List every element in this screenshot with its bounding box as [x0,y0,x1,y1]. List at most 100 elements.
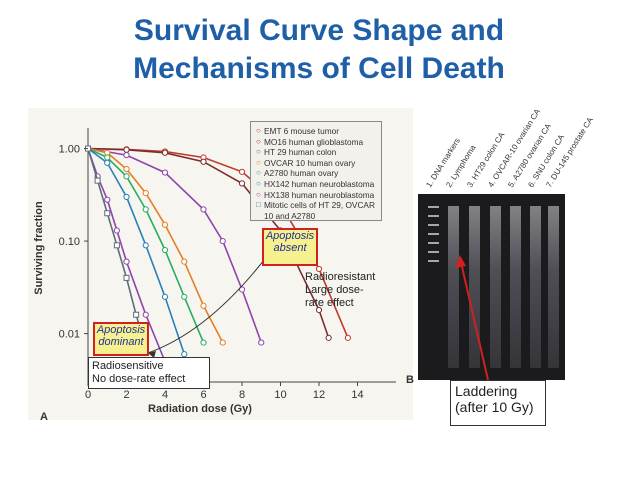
legend-label: HX138 human neuroblastoma [264,189,375,200]
data-point [142,189,149,197]
data-point [123,274,130,281]
annotation-arrow-head-2 [148,351,156,358]
series-4 [84,145,226,346]
data-point [104,154,111,161]
legend-marker: □ [256,200,261,210]
legend-marker: ○ [256,178,261,188]
data-point [200,302,207,309]
series-3 [84,145,265,346]
chart-legend: ○ EMT 6 mouse tumor ○ MO16 human glioblasto… [250,121,382,221]
gel-lane [428,206,439,266]
x-tick-label: 10 [274,389,286,401]
panel-b-label: B [406,374,414,386]
data-point [123,146,130,153]
data-point [123,173,130,180]
data-point [133,311,140,318]
legend-label: EMT 6 mouse tumor [264,126,340,136]
data-point [142,206,149,213]
gel-lane [548,206,559,368]
radioresistant-text: Radioresistant Large dose-rate effect [305,271,376,309]
y-tick-label: 1.00 [59,144,80,156]
title-line-2: Mechanisms of Cell Death [133,52,505,85]
data-point [344,334,351,341]
legend-label: A2780 human ovary [264,168,339,179]
panel-a-label: A [40,411,48,423]
apoptosis-absent-text: Apoptosis absent [265,230,315,254]
gel-lane [469,206,480,368]
data-point [142,311,149,318]
legend-marker: ○ [256,126,261,135]
data-point [258,339,265,346]
y-axis-label: Surviving fraction [33,201,45,295]
data-point [200,339,207,346]
dna-gel-image [418,194,565,380]
x-tick-label: 8 [239,389,245,401]
data-point [238,180,246,187]
page-title: Survival Curve Shape and Mechanisms of C… [0,12,638,88]
data-point [181,351,188,358]
legend-item: ○ EMT 6 mouse tumor [256,126,376,137]
laddering-note: Laddering (after 10 Gy) [450,380,546,426]
legend-item: ○ HT 29 human colon [256,147,376,158]
y-tick-label: 0.01 [59,329,80,341]
x-tick-label: 12 [313,389,325,401]
data-point [123,151,130,159]
legend-marker: ○ [256,147,261,157]
apoptosis-absent-box: Apoptosis absent [262,228,318,266]
legend-marker: ○ [256,157,261,167]
title-line-1: Survival Curve Shape and [133,14,505,47]
x-tick-label: 4 [162,389,168,401]
data-point [123,193,130,201]
legend-item: ○ HX138 human neuroblastoma [256,190,376,201]
series-line [87,147,186,355]
data-point [219,237,226,245]
x-tick-label: 0 [85,389,91,401]
legend-item: ○ MO16 human glioblastoma [256,137,376,148]
x-tick-label: 2 [123,389,129,401]
legend-marker: ○ [256,136,261,146]
data-point [200,158,207,165]
legend-label: MO16 human glioblastoma [264,136,364,147]
data-point [113,242,120,249]
y-tick-label: 0.10 [59,236,80,248]
legend-item: ○ HX142 human neuroblastoma [256,179,376,190]
apoptosis-dominant-box: Apoptosis dominant [93,322,149,356]
data-point [104,210,111,217]
gel-lane [510,206,521,368]
data-point [161,221,169,228]
data-point [315,306,323,314]
legend-item: □ Mitotic cells of HT 29, OVCAR 10 and A2… [256,200,376,221]
gel-lane [490,206,501,368]
data-point [325,334,332,341]
data-point [219,339,226,346]
legend-marker: ○ [256,168,261,178]
data-point [104,159,111,166]
data-point [181,293,188,300]
data-point [238,168,246,175]
data-point [161,293,169,300]
data-point [142,242,149,249]
legend-label: Mitotic cells of HT 29, OVCAR 10 and A27… [264,200,375,221]
data-point [104,196,111,203]
data-point [94,177,101,184]
data-point [238,286,246,293]
radioresistant-note: Radioresistant Large dose-rate effect [302,269,388,317]
x-tick-label: 14 [351,389,363,401]
radiosensitive-note: Radiosensitive No dose-rate effect [88,357,210,389]
series-line [87,147,224,343]
radiosensitive-text: Radiosensitive No dose-rate effect [92,360,186,385]
legend-item: ○ OVCAR 10 human ovary [256,158,376,169]
data-point [161,149,169,156]
gel-lane [530,206,541,368]
x-axis-label: Radiation dose (Gy) [148,403,252,415]
data-point [181,258,188,265]
series-layer [84,145,351,365]
data-point [315,265,323,273]
data-point [123,258,130,265]
legend-label: HX142 human neuroblastoma [264,178,375,189]
data-point [113,227,120,234]
apoptosis-dominant-text: Apoptosis dominant [96,324,146,348]
series-line [87,147,330,339]
gel-lane [448,206,459,368]
x-tick-label: 6 [200,389,206,401]
